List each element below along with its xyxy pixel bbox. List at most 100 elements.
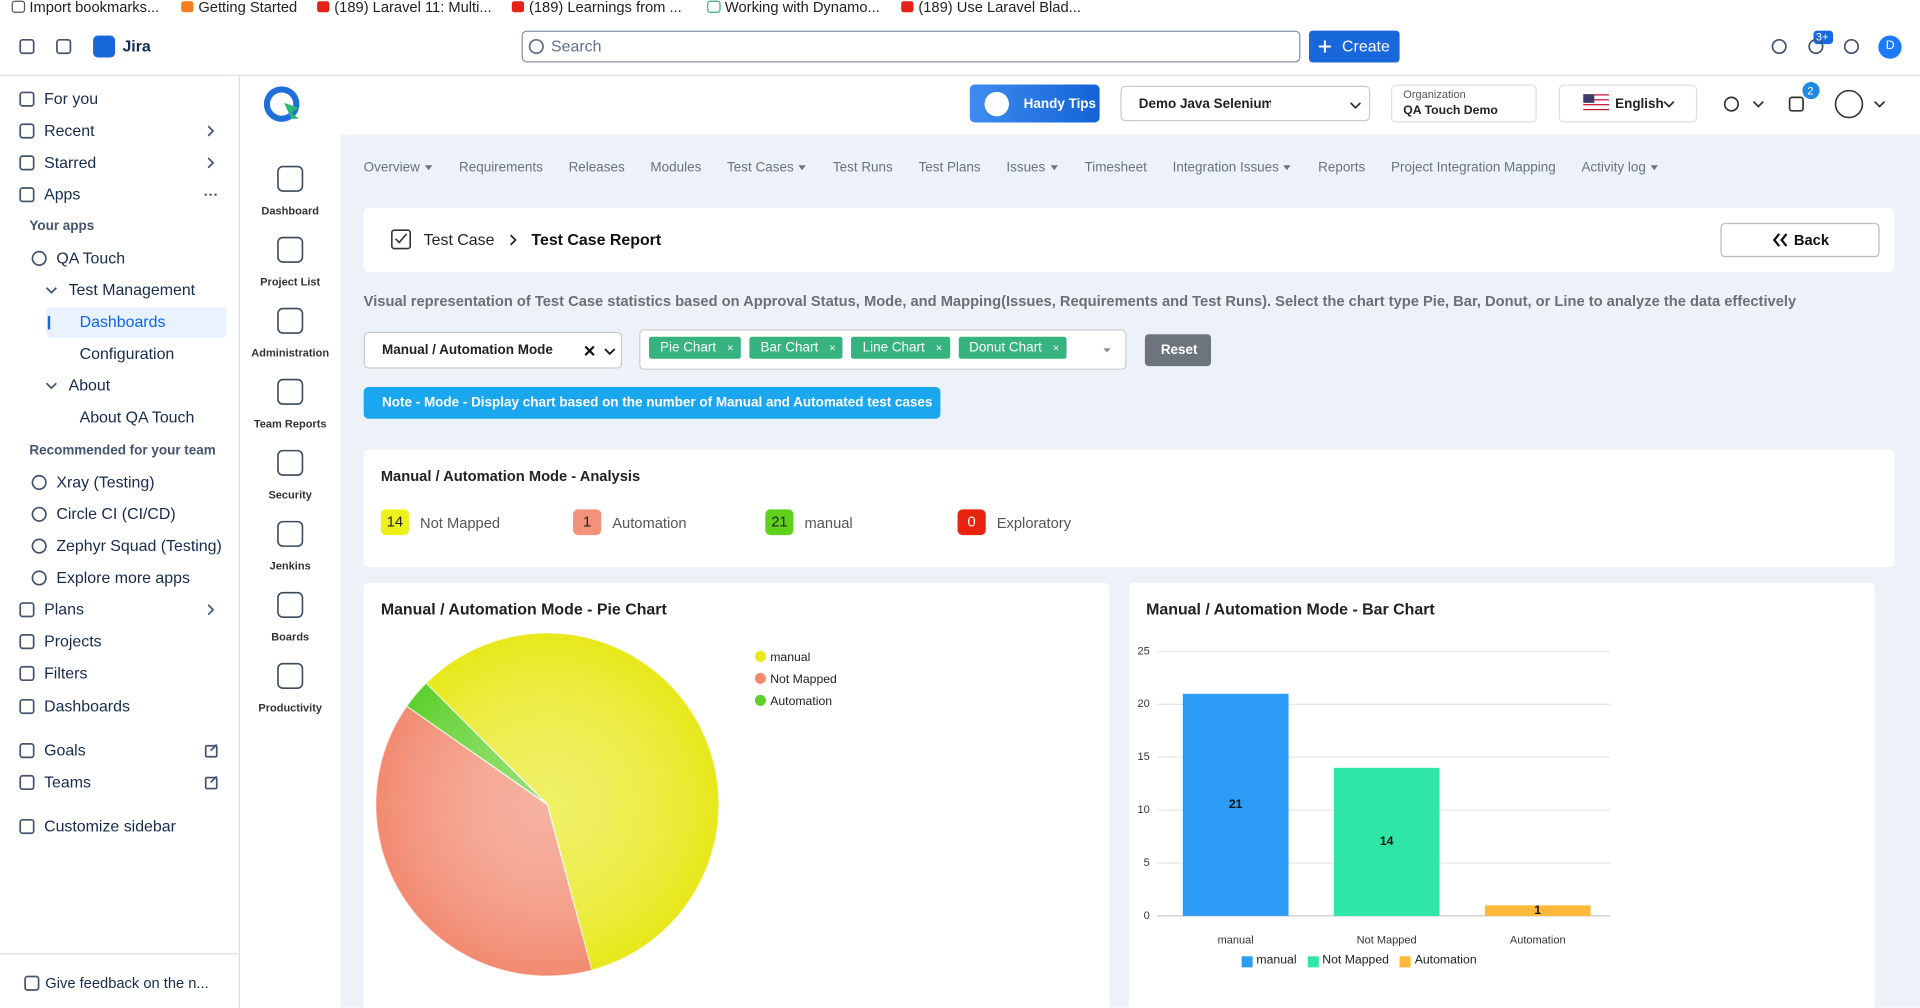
bar-title: Manual / Automation Mode - Bar Chart xyxy=(1146,600,1435,619)
qa-nav-label[interactable]: Project List xyxy=(260,275,321,288)
tab[interactable]: Overview xyxy=(364,157,434,179)
bookmark[interactable]: Working with Dynamo... xyxy=(724,0,880,16)
sidebar-item[interactable]: About QA Touch xyxy=(79,407,195,427)
chart-type-tag[interactable]: Bar Chart × xyxy=(749,336,844,359)
sidebar-item[interactable]: Dashboards xyxy=(44,696,130,716)
qa-nav-label[interactable]: Boards xyxy=(271,630,310,643)
legend-item[interactable]: Automation xyxy=(1400,951,1477,971)
qa-nav-label[interactable]: Administration xyxy=(251,346,330,359)
reset-button[interactable] xyxy=(1144,334,1212,367)
tag-remove[interactable]: × xyxy=(1052,341,1060,354)
tab[interactable]: Test Cases xyxy=(727,157,807,179)
sidebar-item[interactable]: Recent xyxy=(44,121,95,140)
sidebar-item[interactable]: Apps xyxy=(44,184,81,204)
tab[interactable]: Integration Issues xyxy=(1173,157,1293,179)
organization-name: QA Touch Demo xyxy=(1403,104,1498,118)
sidebar-item[interactable]: Projects xyxy=(44,631,102,651)
count-badge xyxy=(380,509,409,536)
tab[interactable]: Project Integration Mapping xyxy=(1391,157,1556,179)
analysis-title: Manual / Automation Mode - Analysis xyxy=(380,467,641,485)
avatar-initial: D xyxy=(1885,39,1895,53)
chart-type-tag[interactable]: Donut Chart × xyxy=(958,336,1067,359)
count-value: 14 xyxy=(386,513,404,531)
breadcrumb-current: Test Case Report xyxy=(531,230,662,249)
back-label: Back xyxy=(1793,231,1830,249)
tag-label: Bar Chart xyxy=(760,340,819,356)
bookmark[interactable]: (189) Learnings from ... xyxy=(528,0,682,16)
search-box[interactable] xyxy=(521,30,1301,63)
tab-label: Project Integration Mapping xyxy=(1391,160,1556,176)
bookmark[interactable]: (189) Laravel 11: Multi... xyxy=(334,0,492,16)
sidebar-item[interactable]: Xray (Testing) xyxy=(56,472,155,492)
qa-nav-label[interactable]: Security xyxy=(268,488,312,501)
legend-item[interactable]: manual xyxy=(1241,951,1297,971)
sidebar-item[interactable]: Test Management xyxy=(68,280,196,299)
sidebar-item[interactable]: Zephyr Squad (Testing) xyxy=(56,536,222,555)
bookmark[interactable]: (189) Use Laravel Blad... xyxy=(918,0,1081,16)
tag-remove[interactable]: × xyxy=(829,341,836,354)
legend-label: manual xyxy=(1256,953,1297,968)
tab[interactable]: Activity log xyxy=(1581,157,1659,179)
tab-label: Activity log xyxy=(1581,160,1646,176)
sidebar-item[interactable]: Configuration xyxy=(79,344,175,363)
feedback-link[interactable]: Give feedback on the n... xyxy=(45,974,209,992)
organization-label: Organization xyxy=(1403,88,1466,101)
help-badge-text: 3+ xyxy=(1815,30,1829,43)
sidebar-item[interactable]: About xyxy=(68,375,111,395)
bar-card xyxy=(1128,582,1875,1008)
qa-nav-label[interactable]: Jenkins xyxy=(269,559,311,572)
language-name: English xyxy=(1615,96,1664,112)
description: Visual representation of Test Case stati… xyxy=(363,292,1797,310)
mode-select[interactable] xyxy=(363,331,623,369)
tab[interactable]: Issues xyxy=(1006,157,1058,179)
tag-remove[interactable]: × xyxy=(727,341,734,354)
sidebar-item[interactable]: Customize sidebar xyxy=(44,816,176,836)
sidebar-item[interactable]: For you xyxy=(44,89,99,108)
bookmark[interactable]: Getting Started xyxy=(198,0,298,16)
chart-type-tag[interactable]: Line Chart × xyxy=(851,336,950,359)
sidebar-item[interactable]: Starred xyxy=(44,153,97,172)
sidebar-item[interactable]: Explore more apps xyxy=(56,568,190,587)
count-value: 21 xyxy=(771,513,788,531)
qa-nav-label[interactable]: Dashboard xyxy=(261,204,319,217)
note-banner xyxy=(363,386,941,419)
chart-type-tag[interactable]: Pie Chart × xyxy=(648,336,741,359)
search-placeholder: Search xyxy=(551,36,602,56)
tab[interactable]: Test Runs xyxy=(833,157,893,179)
back-button[interactable] xyxy=(1720,222,1880,258)
tab[interactable]: Modules xyxy=(650,157,701,179)
tab[interactable]: Timesheet xyxy=(1084,157,1146,179)
sidebar-item[interactable]: QA Touch xyxy=(56,248,126,267)
tab[interactable]: Releases xyxy=(569,157,625,179)
count-label: Automation xyxy=(612,514,687,532)
tab-bar: Overview Requirements Releases Modules Test … xyxy=(364,157,1660,179)
qa-nav-label[interactable]: Productivity xyxy=(258,701,323,714)
sidebar-item[interactable]: Dashboards xyxy=(79,312,166,331)
sidebar-item[interactable]: Filters xyxy=(44,663,88,683)
selected-item xyxy=(46,307,227,338)
count-label: manual xyxy=(804,514,853,532)
bookmark[interactable]: Import bookmarks... xyxy=(29,0,160,16)
legend-swatch xyxy=(1307,955,1319,967)
sidebar-item[interactable]: Circle CI (CI/CD) xyxy=(56,504,176,523)
tab-label: Reports xyxy=(1318,160,1366,176)
project-name: Demo Java Selenium BDI xyxy=(1138,96,1272,112)
project-select[interactable] xyxy=(1120,85,1371,122)
legend-item[interactable]: Not Mapped xyxy=(1307,951,1389,971)
tab[interactable]: Test Plans xyxy=(919,157,981,179)
qa-nav-label[interactable]: Team Reports xyxy=(253,417,327,430)
sidebar-item[interactable]: Plans xyxy=(44,600,84,619)
tab[interactable]: Reports xyxy=(1318,157,1365,179)
legend-label: Not Mapped xyxy=(1322,953,1389,968)
caret-icon xyxy=(798,165,806,171)
tab[interactable]: Requirements xyxy=(459,157,543,179)
tag-label: Donut Chart xyxy=(969,340,1042,356)
breadcrumb-parent[interactable]: Test Case xyxy=(423,230,495,249)
note-text: Note - Mode - Display chart based on the… xyxy=(382,395,933,411)
sidebar-item[interactable]: Teams xyxy=(44,772,91,792)
caret-icon xyxy=(1650,165,1659,171)
sidebar-item[interactable]: Goals xyxy=(44,740,86,760)
caret-icon xyxy=(424,165,433,171)
tag-remove[interactable]: × xyxy=(935,341,943,354)
